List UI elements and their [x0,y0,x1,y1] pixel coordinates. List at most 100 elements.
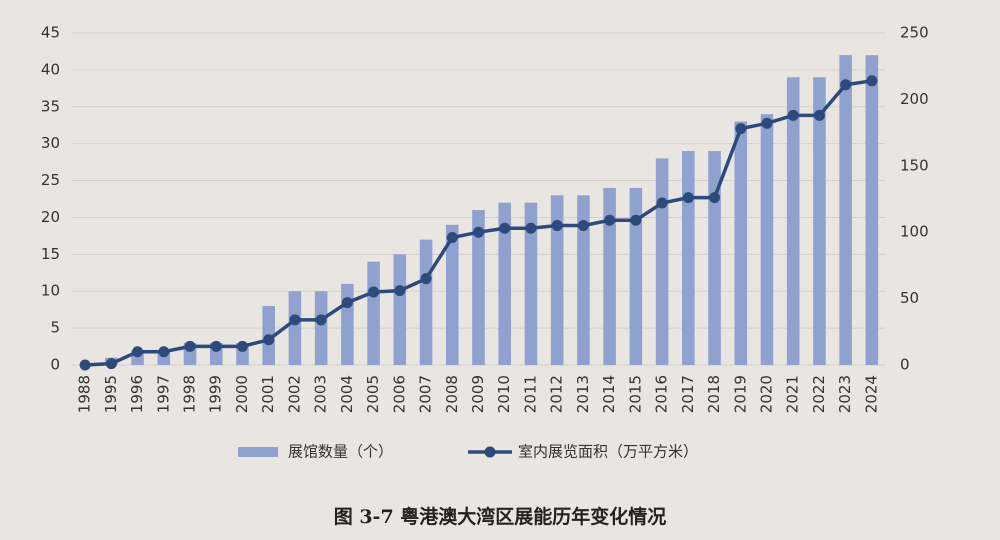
line-point [184,340,196,352]
line-point [525,222,537,234]
bar [839,55,852,366]
x-tick-label: 2001 [259,375,277,413]
x-tick-label: 2022 [810,375,828,413]
x-tick-label: 2011 [521,375,539,413]
x-tick-label: 2015 [626,375,644,413]
line-point [499,222,511,234]
x-tick-label: 2004 [338,375,356,413]
bar [682,151,695,365]
line-point [866,75,878,87]
legend-label: 展馆数量（个） [288,443,393,461]
y-tick-label: 40 [41,60,60,78]
line-point [236,340,248,352]
x-tick-label: 1995 [102,375,120,413]
bar [786,77,800,366]
y-tick-label: 35 [41,97,60,115]
x-tick-label: 2000 [233,375,251,413]
x-tick-label: 1999 [207,375,225,413]
bar [708,151,721,365]
line-point [682,192,694,204]
x-tick-label: 1998 [181,375,199,413]
line-point [394,285,406,297]
line-point [79,359,91,371]
bar [577,195,590,365]
y-tick-label: 25 [41,171,60,189]
x-tick-label: 2017 [679,375,697,413]
bar [550,195,564,365]
y-tick-label: 45 [41,24,60,42]
x-tick-label: 2018 [705,375,723,413]
y2-tick-label: 250 [900,24,929,42]
line-point [787,109,799,121]
y-tick-label: 10 [41,282,60,300]
line-point [813,109,825,121]
line-point [420,273,432,285]
line-point [577,220,589,232]
x-tick-label: 2024 [862,375,880,413]
bar [603,187,616,365]
line-point [315,314,327,326]
line-point [263,334,275,346]
bar [341,283,354,365]
bar [445,224,459,365]
x-tick-label: 2016 [653,375,671,413]
line-point [709,192,721,204]
bar [393,254,407,365]
bar [629,187,643,365]
line-point [132,346,144,358]
x-tick-label: 2003 [312,375,330,413]
y2-tick-label: 100 [900,223,929,241]
x-tick-label: 2009 [469,375,487,413]
line-point [630,214,642,226]
bar [472,210,485,365]
y2-tick-label: 50 [900,289,919,307]
line-point [210,340,222,352]
bar [419,239,433,365]
bar [813,77,826,366]
bar [865,55,879,366]
x-tick-label: 2014 [600,375,618,413]
line-point [446,232,458,244]
x-tick-label: 2019 [731,375,749,413]
bar [524,202,538,365]
x-tick-label: 2012 [548,375,566,413]
bar [734,121,748,366]
line-point [341,297,353,309]
bar [314,291,328,365]
y-tick-label: 20 [41,208,60,226]
line-point [840,79,852,91]
line-point [656,197,668,209]
y-tick-label: 30 [41,134,60,152]
bar [498,202,512,365]
x-tick-label: 2021 [784,375,802,413]
x-tick-label: 1996 [128,375,146,413]
legend-swatch [238,447,278,457]
legend-swatch [484,446,496,458]
x-tick-label: 2007 [417,375,435,413]
x-tick-label: 1988 [76,375,94,413]
y2-tick-label: 0 [900,356,910,374]
x-tick-label: 2020 [757,375,775,413]
x-tick-label: 2008 [443,375,461,413]
line-point [473,226,484,238]
bar [760,114,774,366]
y2-tick-label: 150 [900,156,929,174]
y-tick-label: 0 [50,356,60,374]
x-tick-label: 2005 [364,375,382,413]
line-point [368,286,380,298]
y-tick-label: 15 [41,245,60,263]
y-tick-label: 5 [50,319,60,337]
x-tick-label: 2002 [285,375,303,413]
chart-caption: 图 3-7 粤港澳大湾区展能历年变化情况 [334,505,667,528]
line-point [105,358,117,370]
x-tick-label: 2013 [574,375,592,413]
line-point [551,220,563,232]
bar [288,291,302,365]
bar [367,261,380,365]
y2-tick-label: 200 [900,90,929,108]
line-point [604,214,616,226]
line-point [761,117,773,129]
x-tick-label: 2006 [390,375,408,413]
line-point [289,314,301,326]
